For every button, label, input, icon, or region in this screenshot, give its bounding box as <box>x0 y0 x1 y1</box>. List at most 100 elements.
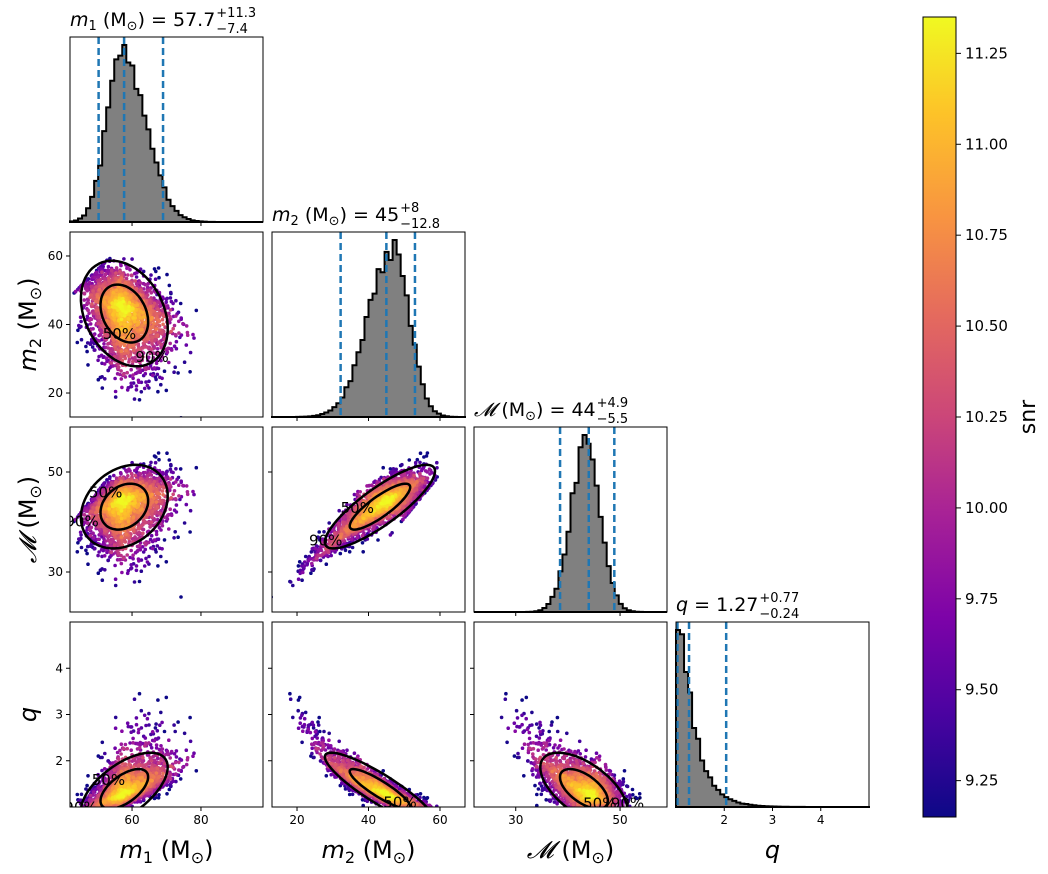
sample-point <box>145 383 150 388</box>
sample-point <box>114 271 118 275</box>
sample-point <box>168 341 172 346</box>
sample-point <box>132 397 137 401</box>
sample-point <box>96 553 100 558</box>
sample-point <box>99 329 103 334</box>
sample-point <box>137 313 141 317</box>
sample-point <box>88 342 93 347</box>
sample-point <box>194 465 199 470</box>
sample-point <box>60 550 64 554</box>
panel-title-plus-chirp: +4.9 <box>597 396 629 411</box>
sample-point <box>156 389 160 394</box>
sample-point <box>122 322 127 327</box>
sample-point <box>181 483 185 488</box>
sample-point <box>151 329 156 334</box>
sample-point <box>96 377 101 382</box>
sample-point <box>121 372 126 377</box>
sample-point <box>117 301 121 306</box>
sample-point <box>114 266 119 270</box>
sample-point <box>124 310 128 315</box>
sample-point <box>152 538 157 542</box>
sample-point <box>62 533 66 537</box>
sample-point <box>157 485 162 489</box>
sample-point <box>141 518 146 523</box>
sample-point <box>129 563 133 567</box>
sample-point <box>86 308 90 313</box>
sample-point <box>138 328 143 332</box>
sample-point <box>138 472 143 476</box>
sample-point <box>82 513 87 517</box>
sample-point <box>87 280 92 285</box>
sample-point <box>130 460 134 465</box>
sample-point <box>113 389 118 394</box>
sample-point <box>112 318 117 322</box>
sample-point <box>137 543 142 548</box>
sample-point <box>150 316 154 320</box>
sample-point <box>100 375 104 379</box>
sample-point <box>146 358 150 363</box>
sample-point <box>126 308 131 313</box>
sample-point <box>163 325 167 330</box>
sample-point <box>75 550 80 554</box>
sample-point <box>147 379 151 384</box>
sample-point <box>157 323 161 328</box>
sample-point <box>142 386 147 391</box>
sample-point <box>141 310 145 315</box>
sample-point <box>162 369 167 374</box>
sample-point <box>73 289 78 294</box>
sample-point <box>119 317 124 322</box>
sample-point <box>111 290 116 295</box>
sample-point <box>65 538 69 542</box>
sample-point <box>154 532 159 537</box>
sample-point <box>82 520 86 525</box>
sample-point <box>86 521 90 526</box>
sample-point <box>107 476 112 481</box>
sample-point <box>157 499 162 504</box>
sample-point <box>125 470 129 474</box>
sample-point <box>102 482 106 486</box>
sample-point <box>181 321 185 326</box>
sample-point <box>133 312 137 316</box>
sample-point <box>100 567 104 571</box>
sample-point <box>160 489 165 493</box>
sample-point <box>108 256 112 261</box>
sample-point <box>152 267 157 271</box>
sample-point <box>123 356 128 361</box>
sample-point <box>169 348 174 352</box>
sample-point <box>155 347 160 351</box>
sample-point <box>165 517 170 521</box>
sample-point <box>96 321 101 326</box>
sample-point <box>120 304 124 308</box>
sample-point <box>154 361 159 366</box>
sample-point <box>143 371 148 376</box>
x-tick-label-q-2: 4 <box>817 813 825 827</box>
sample-point <box>112 532 117 537</box>
sample-point <box>145 355 150 360</box>
sample-point <box>82 291 87 296</box>
histogram-q <box>675 629 870 808</box>
sample-point <box>112 473 116 478</box>
sample-point <box>79 319 83 324</box>
sample-point <box>171 326 175 331</box>
sample-point <box>98 285 102 289</box>
sample-point <box>79 545 84 550</box>
sample-point <box>160 317 165 322</box>
sample-point <box>185 333 190 338</box>
sample-point <box>100 270 104 275</box>
sample-point <box>140 368 145 373</box>
sample-point <box>75 340 80 345</box>
sample-point <box>146 281 150 286</box>
sample-point <box>171 492 175 497</box>
sample-point <box>150 335 155 340</box>
sample-point <box>122 314 127 318</box>
sample-point <box>129 381 133 386</box>
sample-point <box>85 551 89 556</box>
sample-point <box>164 470 169 474</box>
sample-point <box>150 546 155 551</box>
sample-point <box>120 354 124 359</box>
sample-point <box>76 328 80 333</box>
sample-point <box>82 298 87 302</box>
sample-point <box>178 497 182 502</box>
sample-point <box>154 312 159 316</box>
y-tick-label-m2-1: 40 <box>48 318 63 332</box>
sample-point <box>169 496 173 500</box>
